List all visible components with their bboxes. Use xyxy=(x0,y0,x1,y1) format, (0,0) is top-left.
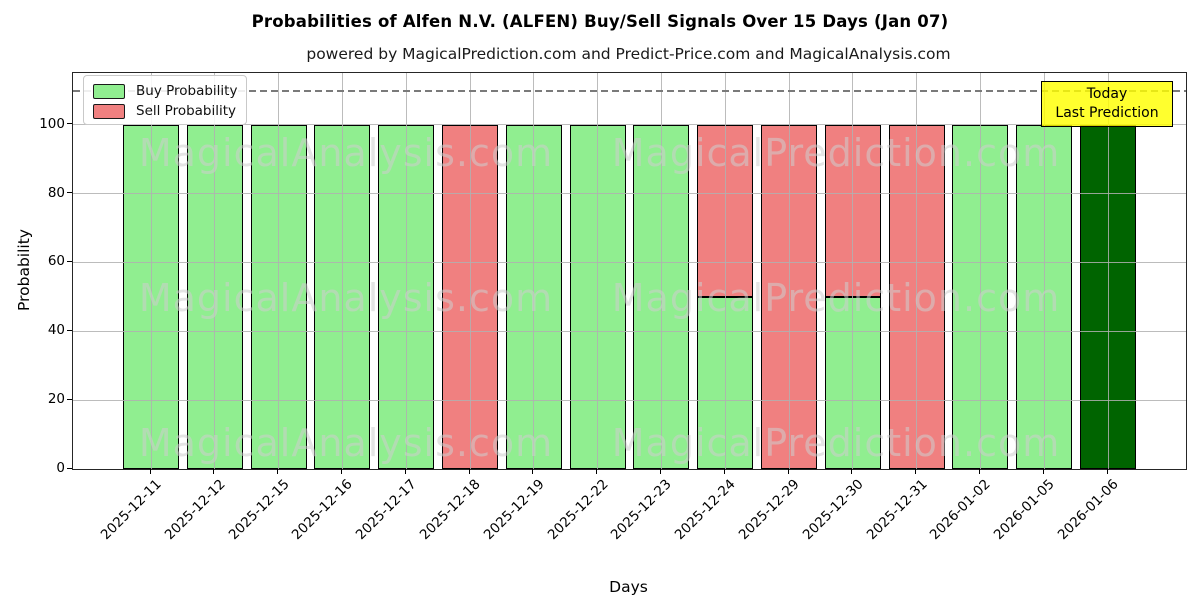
v-gridline xyxy=(852,73,854,469)
v-gridline xyxy=(788,73,790,469)
v-gridline xyxy=(597,73,599,469)
watermark-text: MagicalPrediction.com xyxy=(611,421,1061,465)
x-tick-mark xyxy=(596,469,598,474)
x-tick-mark xyxy=(1106,469,1108,474)
legend-label-sell: Sell Probability xyxy=(136,103,237,119)
y-tick-mark xyxy=(67,260,72,262)
v-gridline xyxy=(979,73,981,469)
watermark-text: MagicalAnalysis.com xyxy=(138,276,554,320)
x-tick-mark xyxy=(468,469,470,474)
y-tick-mark xyxy=(67,398,72,400)
y-tick-mark xyxy=(67,329,72,331)
dashed-reference-line xyxy=(73,90,1186,92)
x-axis-label: Days xyxy=(609,578,648,596)
v-gridline xyxy=(214,73,216,469)
h-gridline xyxy=(73,124,1186,126)
buy-probability-swatch xyxy=(93,83,125,99)
x-tick-mark xyxy=(340,469,342,474)
y-tick-label: 100 xyxy=(39,115,65,132)
y-tick-label: 0 xyxy=(56,460,65,476)
legend-label-buy: Buy Probability xyxy=(136,83,238,99)
watermark-text: MagicalAnalysis.com xyxy=(138,131,554,175)
x-tick-mark xyxy=(1042,469,1044,474)
v-gridline xyxy=(278,73,280,469)
v-gridline xyxy=(660,73,662,469)
x-tick-mark xyxy=(149,469,151,474)
y-tick-mark xyxy=(67,192,72,194)
y-tick-label: 40 xyxy=(47,322,65,339)
chart-title: Probabilities of Alfen N.V. (ALFEN) Buy/… xyxy=(251,12,949,31)
legend-item-buy: Buy Probability xyxy=(93,82,237,100)
x-tick-mark xyxy=(659,469,661,474)
legend-item-sell: Sell Probability xyxy=(93,102,237,120)
sell-probability-swatch xyxy=(93,103,125,119)
watermark-text: MagicalPrediction.com xyxy=(611,131,1061,175)
v-gridline xyxy=(724,73,726,469)
h-gridline xyxy=(73,330,1186,332)
today-annotation-line1: Today xyxy=(1086,86,1128,102)
today-annotation-box: Today Last Prediction xyxy=(1041,81,1173,127)
v-gridline xyxy=(405,73,407,469)
x-tick-mark xyxy=(787,469,789,474)
watermark-text: MagicalAnalysis.com xyxy=(138,421,554,465)
v-gridline xyxy=(341,73,343,469)
plot-area: MagicalAnalysis.com MagicalAnalysis.com Ma… xyxy=(72,72,1187,470)
y-tick-mark xyxy=(67,467,72,469)
h-gridline xyxy=(73,261,1186,263)
h-gridline xyxy=(73,399,1186,401)
x-tick-mark xyxy=(213,469,215,474)
y-tick-label: 60 xyxy=(47,253,65,270)
v-gridline xyxy=(1043,73,1045,469)
x-tick-mark xyxy=(404,469,406,474)
v-gridline xyxy=(1107,73,1109,469)
x-tick-mark xyxy=(851,469,853,474)
y-tick-label: 80 xyxy=(47,184,65,201)
legend: Buy Probability Sell Probability xyxy=(83,75,247,125)
x-tick-mark xyxy=(277,469,279,474)
y-tick-label: 20 xyxy=(47,391,65,408)
v-gridline xyxy=(150,73,152,469)
v-gridline xyxy=(469,73,471,469)
y-tick-mark xyxy=(67,123,72,125)
v-gridline xyxy=(916,73,918,469)
h-gridline xyxy=(73,193,1186,195)
x-tick-mark xyxy=(723,469,725,474)
x-tick-mark xyxy=(915,469,917,474)
watermark-text: MagicalPrediction.com xyxy=(611,276,1061,320)
v-gridline xyxy=(533,73,535,469)
x-tick-mark xyxy=(978,469,980,474)
today-annotation-line2: Last Prediction xyxy=(1055,105,1159,121)
chart-subtitle: powered by MagicalPrediction.com and Pre… xyxy=(306,45,951,63)
x-tick-mark xyxy=(532,469,534,474)
